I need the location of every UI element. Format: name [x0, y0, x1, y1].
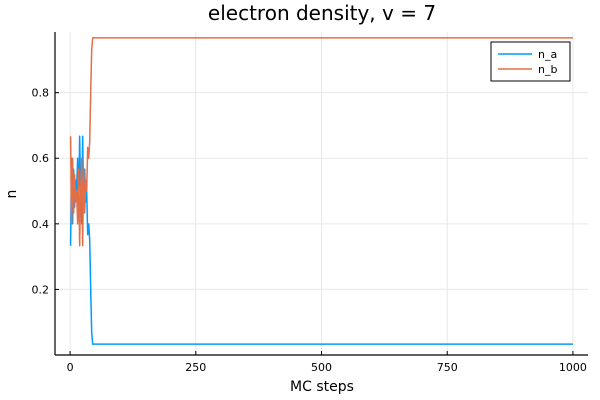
x-tick-label: 500	[311, 361, 332, 374]
chart-title: electron density, v = 7	[208, 1, 436, 25]
x-axis-label: MC steps	[290, 379, 354, 395]
series-lines	[69, 37, 573, 345]
legend-label-n-b: n_b	[538, 63, 557, 76]
legend-label-n-a: n_a	[538, 48, 557, 61]
y-tick-label: 0.8	[32, 87, 50, 100]
legend-box	[490, 41, 571, 82]
y-tick-label: 0.4	[32, 218, 50, 231]
y-tick-label: 0.2	[32, 283, 50, 296]
y-tick-label: 0.6	[32, 152, 50, 165]
x-tick-label: 1000	[559, 361, 587, 374]
y-axis-label: n	[4, 190, 20, 199]
legend: n_a n_b	[490, 41, 571, 82]
ticks: 0 250 500 750 1000 0.2 0.4 0.6 0.8	[32, 87, 587, 374]
series-line-n-b	[69, 37, 573, 247]
x-tick-label: 250	[185, 361, 206, 374]
x-tick-label: 750	[437, 361, 458, 374]
x-tick-label: 0	[67, 361, 74, 374]
grid	[55, 32, 588, 355]
